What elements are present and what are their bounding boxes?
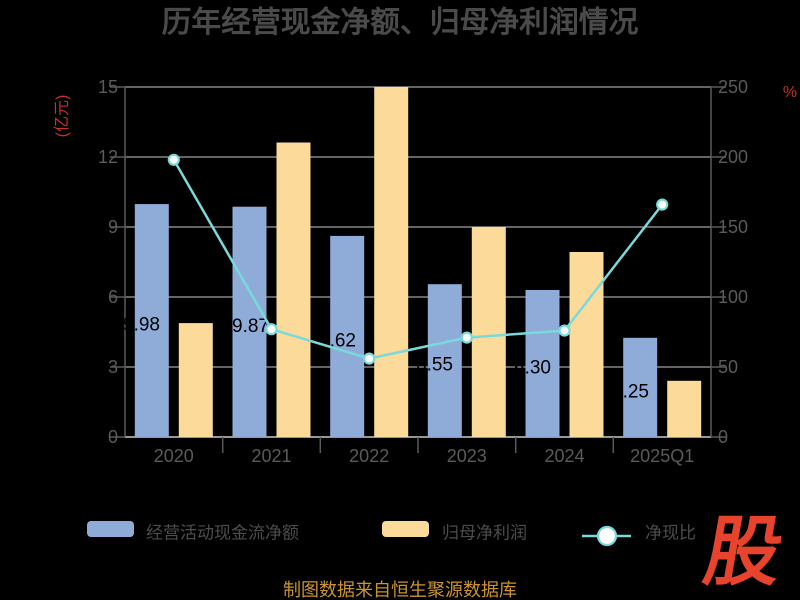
svg-text:0: 0 xyxy=(718,427,728,447)
svg-text:6.55: 6.55 xyxy=(416,355,453,376)
svg-text:15: 15 xyxy=(98,77,118,97)
svg-text:4.25: 4.25 xyxy=(612,381,649,402)
svg-text:%: % xyxy=(783,84,797,101)
svg-text:9.87: 9.87 xyxy=(232,316,269,337)
svg-text:150: 150 xyxy=(718,217,748,237)
svg-text:6: 6 xyxy=(108,287,118,307)
svg-text:2020: 2020 xyxy=(154,446,194,466)
svg-text:9: 9 xyxy=(108,217,118,237)
svg-text:50: 50 xyxy=(718,357,738,377)
svg-text:归母净利润: 归母净利润 xyxy=(442,524,527,543)
svg-text:2021: 2021 xyxy=(251,446,291,466)
svg-text:(亿元): (亿元) xyxy=(53,95,71,138)
svg-text:2024: 2024 xyxy=(544,446,584,466)
svg-text:2025Q1: 2025Q1 xyxy=(630,446,694,466)
svg-text:200: 200 xyxy=(718,147,748,167)
svg-text:9.98: 9.98 xyxy=(123,315,160,336)
svg-text:制图数据来自恒生聚源数据库: 制图数据来自恒生聚源数据库 xyxy=(283,580,517,600)
svg-text:2023: 2023 xyxy=(447,446,487,466)
svg-text:3: 3 xyxy=(108,357,118,377)
svg-text:0: 0 xyxy=(108,427,118,447)
svg-text:2022: 2022 xyxy=(349,446,389,466)
svg-text:净现比: 净现比 xyxy=(645,524,696,543)
svg-text:12: 12 xyxy=(98,147,118,167)
svg-text:股: 股 xyxy=(698,511,789,595)
svg-text:6.30: 6.30 xyxy=(514,358,551,379)
svg-text:历年经营现金净额、归母净利润情况: 历年经营现金净额、归母净利润情况 xyxy=(162,5,639,39)
svg-text:250: 250 xyxy=(718,77,748,97)
svg-text:100: 100 xyxy=(718,287,748,307)
svg-text:经营活动现金流净额: 经营活动现金流净额 xyxy=(146,524,299,543)
